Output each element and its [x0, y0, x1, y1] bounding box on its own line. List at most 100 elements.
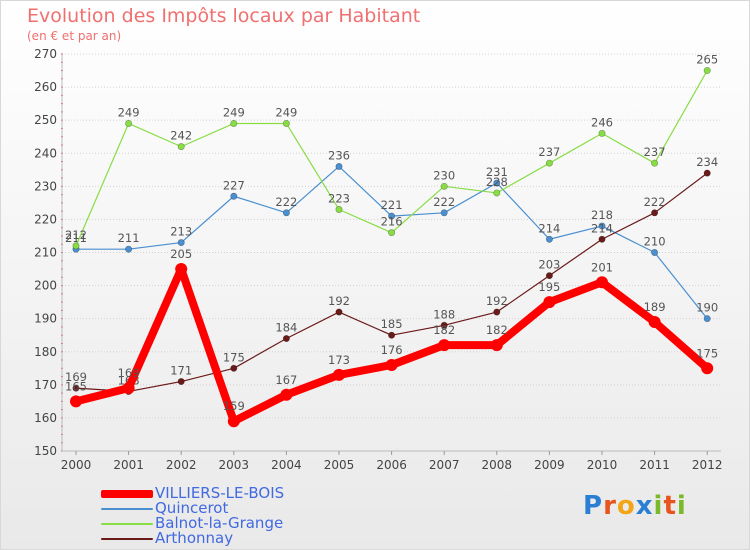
- data-label-quincerot: 211: [65, 231, 87, 245]
- data-point-quincerot: [230, 192, 238, 200]
- data-label-villiers: 176: [381, 343, 403, 357]
- data-point-arthonnay: [545, 272, 553, 280]
- data-point-villiers: [490, 339, 503, 352]
- data-point-quincerot: [703, 315, 711, 323]
- y-tick-label: 230: [34, 179, 57, 193]
- data-label-balnot: 230: [433, 168, 455, 182]
- data-label-arthonnay: 175: [223, 350, 245, 364]
- data-label-arthonnay: 222: [644, 195, 666, 209]
- y-tick-label: 190: [34, 312, 57, 326]
- data-point-quincerot: [440, 209, 448, 217]
- logo-letter: o: [616, 491, 636, 521]
- x-tick-label: 2001: [113, 458, 144, 472]
- data-label-arthonnay: 192: [328, 294, 350, 308]
- data-label-villiers: 195: [538, 280, 560, 294]
- data-point-villiers: [543, 296, 556, 309]
- y-tick-label: 180: [34, 345, 57, 359]
- data-point-villiers: [280, 388, 293, 401]
- data-point-balnot: [545, 159, 553, 167]
- y-tick-label: 160: [34, 411, 57, 425]
- data-label-arthonnay: 171: [170, 364, 192, 378]
- data-label-balnot: 212: [65, 228, 87, 242]
- y-tick-label: 210: [34, 246, 57, 260]
- data-label-arthonnay: 214: [591, 221, 613, 235]
- data-point-villiers: [701, 362, 714, 375]
- data-label-quincerot: 222: [275, 195, 297, 209]
- data-point-balnot: [493, 189, 501, 197]
- logo-letter: i: [653, 491, 664, 521]
- data-point-arthonnay: [388, 331, 396, 339]
- data-point-balnot: [177, 143, 185, 151]
- data-point-villiers: [70, 395, 82, 408]
- data-point-quincerot: [335, 162, 343, 170]
- data-label-villiers: 201: [591, 260, 613, 274]
- data-point-balnot: [703, 67, 711, 75]
- data-point-quincerot: [651, 249, 659, 257]
- legend-label-quincerot: Quincerot: [155, 499, 229, 517]
- x-tick-label: 2008: [482, 458, 513, 472]
- data-label-balnot: 249: [275, 105, 297, 119]
- y-tick-label: 240: [34, 146, 57, 160]
- logo-letter: r: [603, 491, 617, 521]
- x-tick-label: 2009: [534, 458, 565, 472]
- data-point-arthonnay: [230, 364, 238, 372]
- data-label-quincerot: 231: [486, 165, 508, 179]
- data-label-quincerot: 221: [381, 198, 403, 212]
- legend-label-villiers: VILLIERS-LE-BOIS: [155, 484, 285, 502]
- x-tick-label: 2003: [219, 458, 250, 472]
- chart-title: Evolution des Impôts locaux par Habitant: [27, 5, 421, 27]
- data-point-balnot: [388, 229, 396, 237]
- data-label-villiers: 182: [486, 323, 508, 337]
- data-label-quincerot: 222: [433, 195, 455, 209]
- data-label-quincerot: 210: [644, 235, 666, 249]
- data-label-villiers: 169: [118, 366, 140, 380]
- data-label-arthonnay: 188: [433, 307, 455, 321]
- data-label-arthonnay: 234: [696, 155, 718, 169]
- data-point-balnot: [651, 159, 659, 167]
- data-label-villiers: 165: [65, 379, 87, 393]
- x-tick-label: 2011: [639, 458, 670, 472]
- y-tick-label: 170: [34, 378, 57, 392]
- data-point-arthonnay: [703, 169, 711, 177]
- data-label-villiers: 167: [275, 373, 297, 387]
- data-point-quincerot: [598, 222, 606, 230]
- data-label-villiers: 159: [223, 399, 245, 413]
- data-point-villiers: [333, 368, 345, 381]
- legend-swatch-balnot: [101, 523, 153, 525]
- data-label-quincerot: 227: [223, 178, 245, 192]
- data-point-arthonnay: [440, 321, 448, 329]
- data-label-villiers: 173: [328, 353, 350, 367]
- data-point-arthonnay: [598, 235, 606, 243]
- data-label-arthonnay: 169: [65, 370, 87, 384]
- data-point-quincerot: [493, 179, 501, 187]
- data-label-balnot: 223: [328, 191, 350, 205]
- y-tick-label: 250: [34, 113, 57, 127]
- legend-label-arthonnay: Arthonnay: [155, 529, 234, 547]
- x-tick-label: 2000: [61, 458, 92, 472]
- data-label-quincerot: 218: [591, 208, 613, 222]
- logo-letter: t: [663, 491, 677, 521]
- data-label-quincerot: 236: [328, 148, 350, 162]
- logo-letter: x: [635, 491, 654, 521]
- data-label-quincerot: 190: [696, 301, 718, 315]
- y-tick-label: 220: [34, 212, 57, 226]
- data-label-balnot: 246: [591, 115, 613, 129]
- data-point-balnot: [230, 119, 238, 127]
- data-point-villiers: [175, 263, 188, 276]
- data-label-balnot: 237: [644, 145, 666, 159]
- data-point-quincerot: [282, 209, 290, 217]
- legend-swatch-quincerot: [101, 508, 153, 510]
- data-label-balnot: 249: [223, 105, 245, 119]
- data-point-arthonnay: [282, 335, 290, 343]
- data-label-balnot: 265: [696, 53, 718, 67]
- data-point-arthonnay: [177, 378, 185, 386]
- data-point-balnot: [282, 119, 290, 127]
- logo-letter: P: [583, 491, 604, 521]
- data-label-balnot: 228: [486, 175, 508, 189]
- data-point-quincerot: [125, 245, 133, 253]
- data-label-arthonnay: 192: [486, 294, 508, 308]
- x-tick-label: 2004: [271, 458, 302, 472]
- legend-label-balnot: Balnot-la-Grange: [155, 514, 284, 532]
